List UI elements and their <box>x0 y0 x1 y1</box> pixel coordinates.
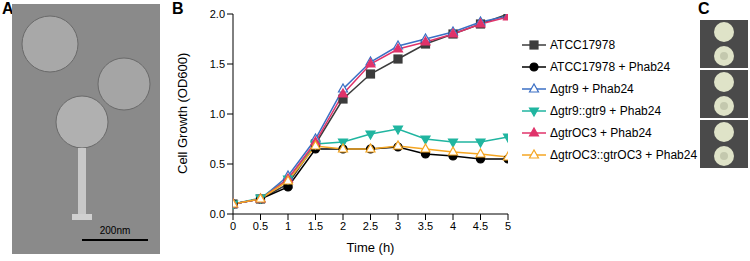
html-text:ΔgtrOC3 + Phab24: ΔgtrOC3 + Phab24 <box>550 126 652 140</box>
html-text:ΔgtrOC3::gtrOC3 + Phab24: ΔgtrOC3::gtrOC3 + Phab24 <box>550 148 698 162</box>
svg-text:3: 3 <box>395 220 401 232</box>
svg-text:0.5: 0.5 <box>210 158 225 170</box>
html-text:C: C <box>698 0 710 17</box>
svg-text:1.5: 1.5 <box>308 220 323 232</box>
html-text:Δgtr9 + Phab24: Δgtr9 + Phab24 <box>550 82 634 96</box>
svg-text:Time (h): Time (h) <box>347 240 395 255</box>
svg-text:3.5: 3.5 <box>418 220 433 232</box>
html-text:ATCC17978 + Phab24: ATCC17978 + Phab24 <box>550 60 671 74</box>
svg-text:4.5: 4.5 <box>473 220 488 232</box>
html-text:Δgtr9::gtr9 + Phab24: Δgtr9::gtr9 + Phab24 <box>550 104 662 118</box>
svg-text:0.0: 0.0 <box>210 208 225 220</box>
html-text:ATCC17978: ATCC17978 <box>550 38 616 52</box>
html-text:B: B <box>172 0 184 17</box>
svg-text:200nm: 200nm <box>100 225 131 236</box>
svg-text:1.0: 1.0 <box>210 108 225 120</box>
svg-text:1: 1 <box>285 220 291 232</box>
html-text:A: A <box>2 0 14 17</box>
svg-text:2: 2 <box>340 220 346 232</box>
svg-text:2.0: 2.0 <box>210 8 225 20</box>
svg-text:1.5: 1.5 <box>210 58 225 70</box>
svg-text:4: 4 <box>450 220 456 232</box>
svg-text:0.5: 0.5 <box>253 220 268 232</box>
svg-text:2.5: 2.5 <box>363 220 378 232</box>
svg-text:Cell Growth (OD600): Cell Growth (OD600) <box>175 53 190 174</box>
svg-text:0: 0 <box>230 220 236 232</box>
svg-text:5: 5 <box>505 220 511 232</box>
